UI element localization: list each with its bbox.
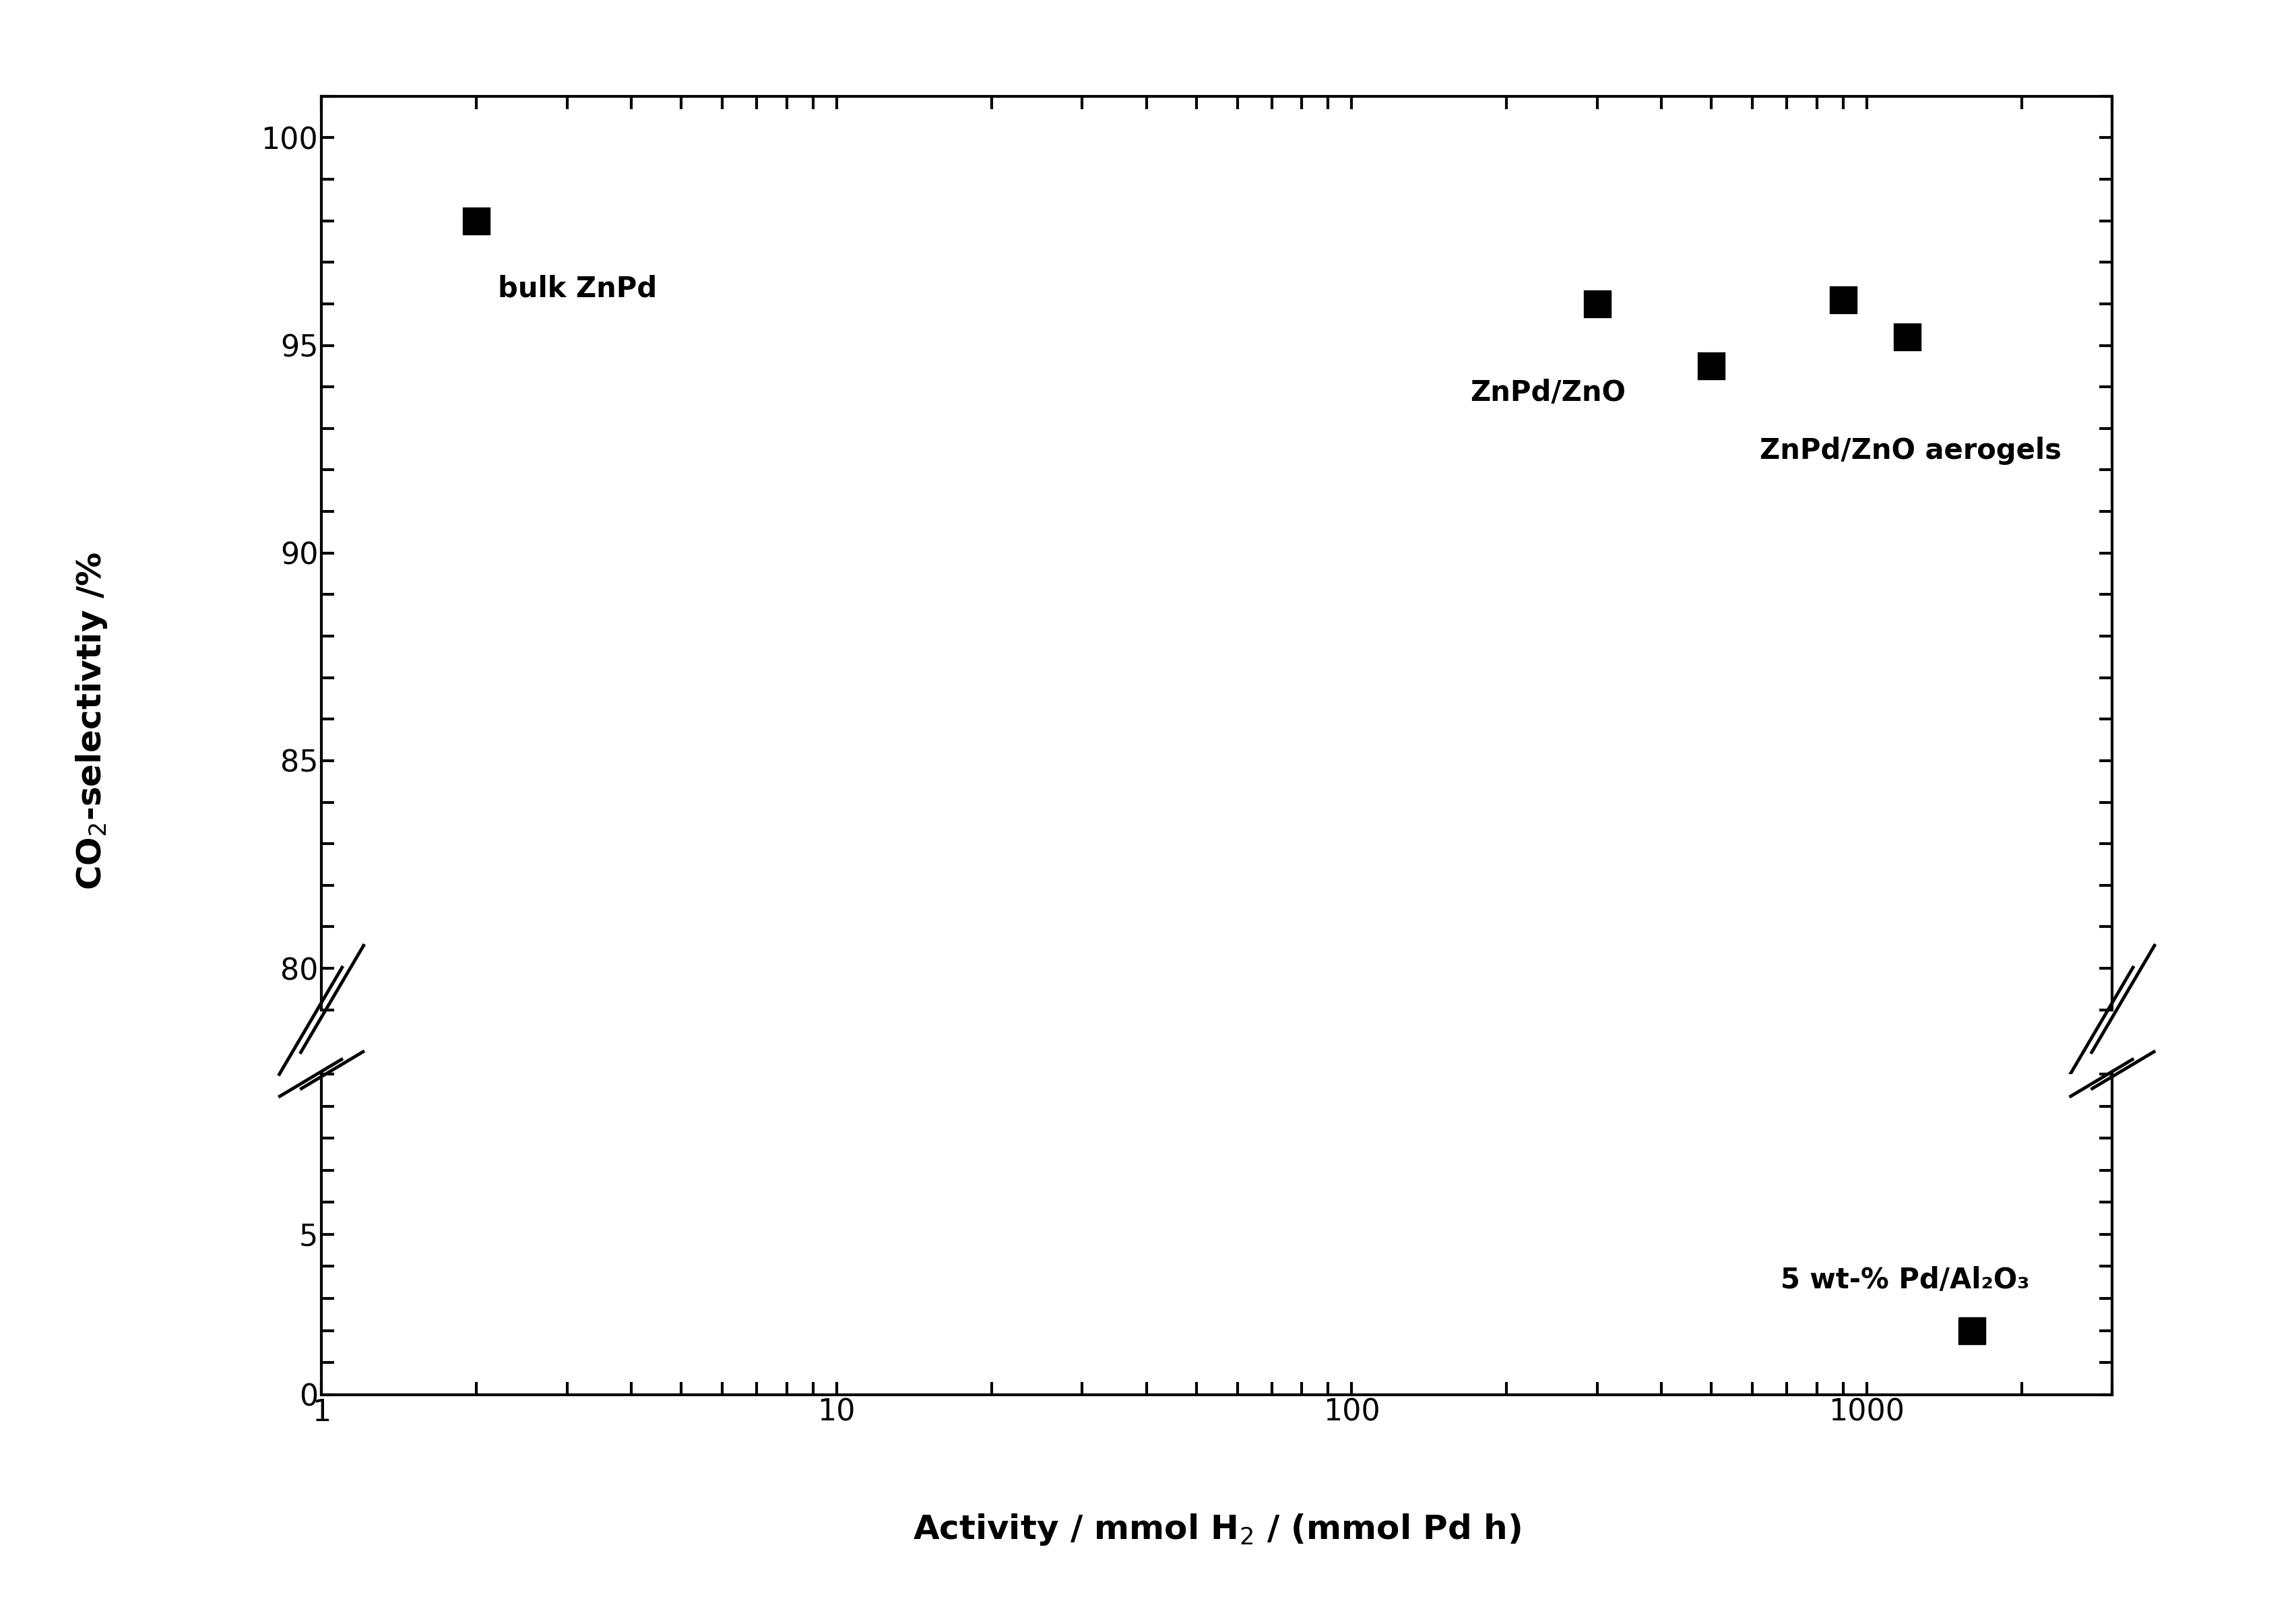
Text: bulk ZnPd: bulk ZnPd [498,274,657,303]
Point [1890,324,1926,349]
Text: 5 wt-% Pd/Al₂O₃: 5 wt-% Pd/Al₂O₃ [1779,1266,2030,1295]
Text: CO$_2$-selectivtiy /%: CO$_2$-selectivtiy /% [73,553,110,890]
Point [1825,287,1862,313]
Text: ZnPd/ZnO aerogels: ZnPd/ZnO aerogels [1759,436,2062,465]
Text: ZnPd/ZnO: ZnPd/ZnO [1469,378,1626,407]
Point [1954,1318,1991,1343]
Point [459,208,496,234]
Point [1692,353,1729,378]
Point [1580,292,1616,317]
Text: Activity / mmol H$_2$ / (mmol Pd h): Activity / mmol H$_2$ / (mmol Pd h) [914,1512,1520,1547]
